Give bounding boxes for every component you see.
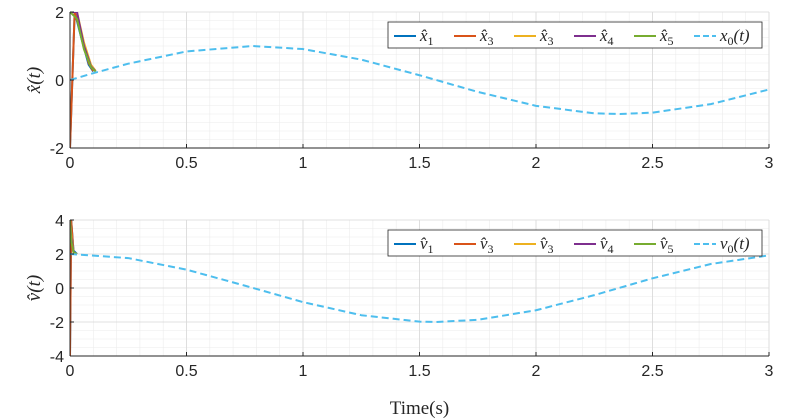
x-tick-label: 1.5 [408,155,430,172]
legend-entry: v̂4 [600,234,614,256]
x-tick-label: 2 [532,155,541,172]
y-tick-label: 2 [55,247,64,264]
y-tick-label: 0 [55,73,64,90]
y-tick-label: 0 [55,281,64,298]
y-tick-label: -4 [50,349,64,366]
x-tick-label: 0 [66,155,75,172]
x-tick-label: 0 [66,363,75,380]
x-axis-label: Time(s) [390,398,449,419]
series-line-6 [70,45,769,115]
y-axis-label: v̂(t) [24,275,45,301]
legend-entry: x̂5 [659,26,674,48]
x-tick-label: 1.5 [408,363,430,380]
x-tick-label: 1 [299,363,308,380]
legend-entry: x̂3 [539,26,554,48]
series-line-5 [70,12,97,73]
y-tick-label: 2 [55,5,64,22]
y-tick-label: -2 [50,315,64,332]
legend-2: v̂1 v̂3 v̂3 v̂4 v̂5 v0(t) [387,229,763,257]
legend-1: x̂1 x̂3 x̂3 x̂4 x̂5 x0(t) [387,21,763,49]
y-axis-label: x̂(t) [24,67,45,94]
series-line-5 [70,220,78,255]
legend-entry: v̂3 [540,234,554,256]
y-tick-label: -2 [50,141,64,158]
legend-entry: v̂1 [420,234,434,256]
x-tick-label: 0.5 [175,155,197,172]
x-tick-label: 2 [532,363,541,380]
legend-entry: x̂3 [479,26,494,48]
series-line-6 [70,253,769,323]
x-tick-label: 0.5 [175,363,197,380]
legend-entry: v0(t) [720,234,750,256]
legend-entry: v̂3 [480,234,494,256]
legend-entry: x̂4 [599,26,614,48]
legend-entry: v̂5 [660,234,674,256]
y-tick-label: 4 [55,213,64,230]
legend-entry: x̂1 [419,26,434,48]
x-tick-label: 3 [765,155,774,172]
x-tick-label: 2.5 [641,155,663,172]
x-tick-label: 3 [765,363,774,380]
x-tick-label: 2.5 [641,363,663,380]
legend-entry: x0(t) [719,26,750,48]
x-tick-label: 1 [299,155,308,172]
